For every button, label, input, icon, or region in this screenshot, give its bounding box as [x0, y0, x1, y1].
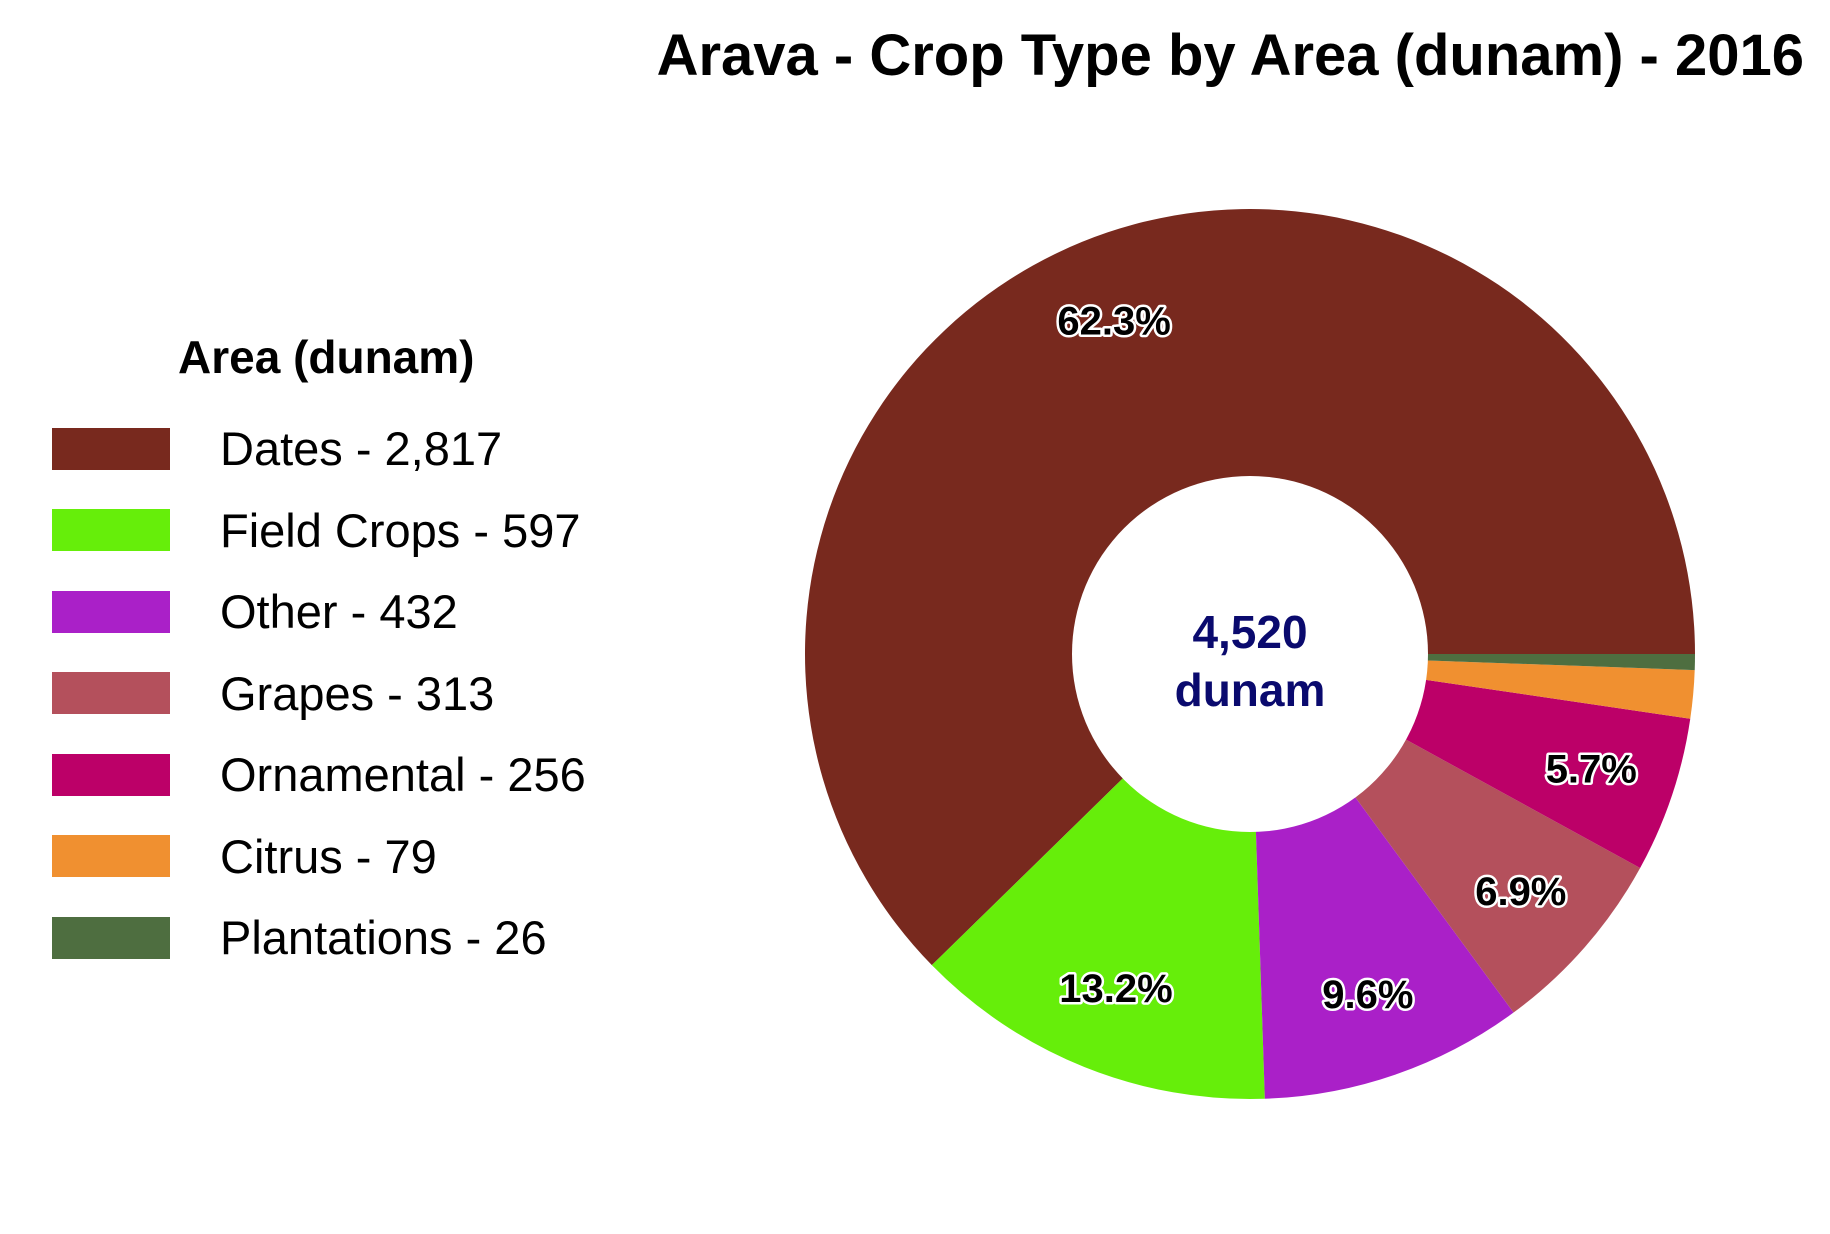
legend-item-dates: Dates - 2,817 [52, 408, 586, 490]
legend-item-other: Other - 432 [52, 571, 586, 653]
chart-title: Arava - Crop Type by Area (dunam) - 2016 [656, 23, 1804, 88]
legend-swatch [52, 672, 170, 715]
legend-item-plantations: Plantations - 26 [52, 897, 586, 979]
legend-label: Other - 432 [220, 585, 458, 639]
legend-swatch [52, 509, 170, 552]
legend-swatch [52, 590, 170, 633]
legend-item-grapes: Grapes - 313 [52, 653, 586, 735]
percent-label-grapes: 6.9% [1475, 870, 1566, 914]
legend-label: Dates - 2,817 [220, 422, 503, 476]
legend-item-field-crops: Field Crops - 597 [52, 490, 586, 572]
legend-item-ornamental: Ornamental - 256 [52, 734, 586, 816]
legend-swatch [52, 427, 170, 470]
percent-label-other: 9.6% [1322, 973, 1413, 1017]
legend-label: Plantations - 26 [220, 911, 547, 965]
legend-swatch [52, 916, 170, 959]
percent-labels: 62.3% 13.2% 9.6% 6.9% 5.7% [1055, 297, 1639, 1020]
legend-item-citrus: Citrus - 79 [52, 816, 586, 898]
legend-swatch [52, 753, 170, 796]
legend-title: Area (dunam) [178, 331, 475, 383]
legend-label: Field Crops - 597 [220, 503, 581, 557]
percent-label-dates: 62.3% [1057, 300, 1170, 344]
legend-label: Grapes - 313 [220, 666, 495, 720]
legend-label: Citrus - 79 [220, 829, 437, 883]
legend-swatch [52, 835, 170, 878]
center-total-unit: dunam [1175, 664, 1326, 716]
percent-label-ornamental: 5.7% [1546, 748, 1637, 792]
center-total-value: 4,520 [1192, 606, 1307, 658]
legend: Area (dunam) Dates - 2,817 Field Crops -… [52, 330, 586, 979]
legend-label: Ornamental - 256 [220, 748, 586, 802]
percent-label-field-crops: 13.2% [1059, 967, 1172, 1011]
donut-hole [1072, 476, 1428, 832]
